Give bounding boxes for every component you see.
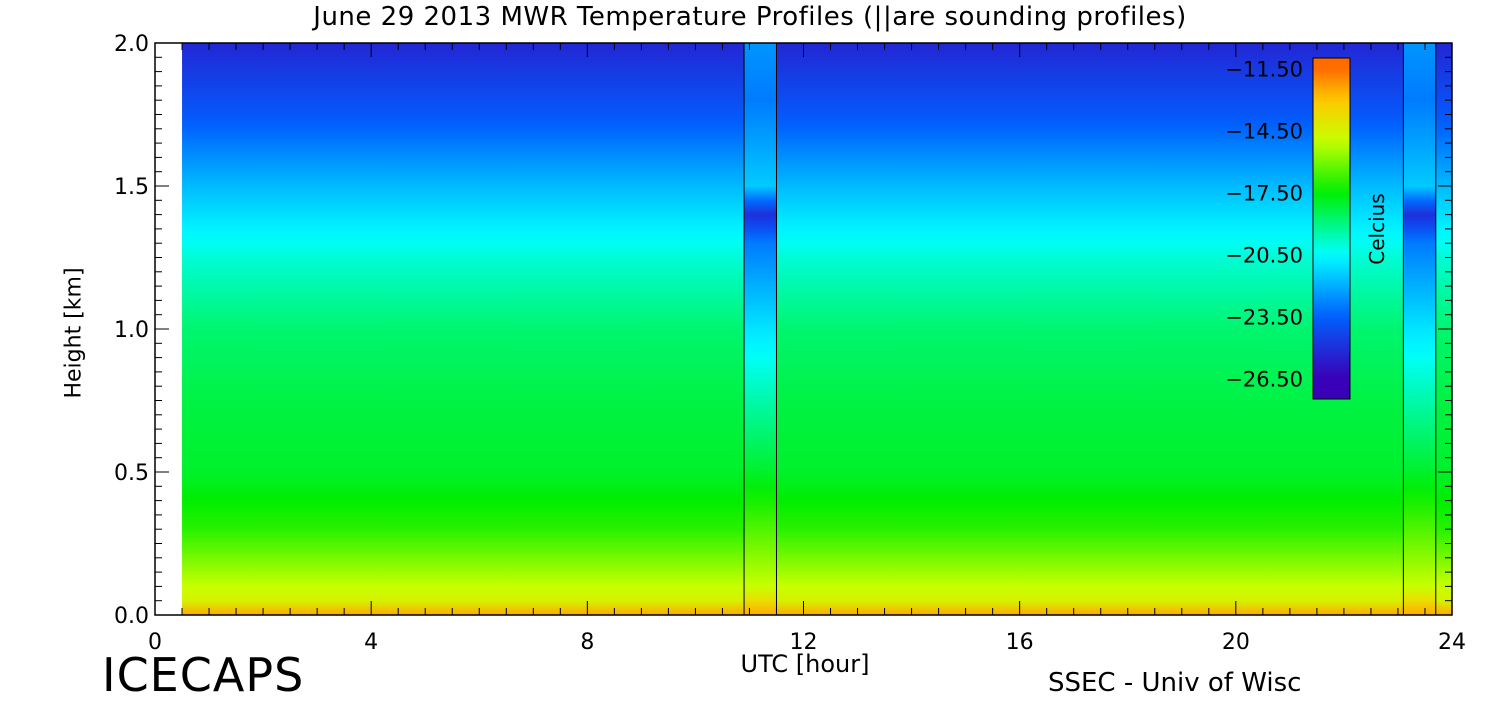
y-tick-label: 2.0	[114, 32, 149, 57]
x-tick-label: 20	[1222, 630, 1250, 655]
y-tick-label: 0.0	[114, 604, 149, 629]
chart-title: June 29 2013 MWR Temperature Profiles (|…	[313, 2, 1187, 32]
x-tick-label: 12	[790, 630, 818, 655]
x-tick-label: 4	[364, 630, 378, 655]
icecaps-logo: ICECAPS	[102, 648, 305, 702]
colorbar-tick-label: −11.50	[1225, 57, 1303, 81]
y-tick-label: 1.0	[114, 318, 149, 343]
axis-ticks	[154, 42, 1453, 616]
x-tick-label: 0	[148, 630, 162, 655]
colorbar-bar	[1312, 57, 1351, 400]
sounding-profile-band	[743, 42, 777, 616]
sounding-profile-band	[1402, 42, 1437, 616]
colorbar-tick-label: −20.50	[1225, 243, 1303, 267]
credit-text: SSEC - Univ of Wisc	[1048, 668, 1302, 698]
y-tick-label: 0.5	[114, 461, 149, 486]
sounding-profiles	[743, 42, 1437, 616]
x-tick-label: 8	[580, 630, 594, 655]
colorbar-tick-label: −23.50	[1225, 305, 1303, 329]
axis-tick-labels: 0 4 8 12 16 20 24 0.0 0.5 1.0 1.5 2.0	[114, 32, 1466, 655]
x-axis-label: UTC [hour]	[740, 650, 870, 678]
colorbar-label: Celcius	[1365, 193, 1389, 265]
colorbar-tick-label: −26.50	[1225, 367, 1303, 391]
x-tick-label: 16	[1006, 630, 1034, 655]
colorbar: −11.50 −14.50 −17.50 −20.50 −23.50 −26.50	[1225, 57, 1351, 400]
temperature-heatmap	[155, 43, 1452, 615]
colorbar-tick-label: −17.50	[1225, 181, 1303, 205]
y-tick-label: 1.5	[114, 175, 149, 200]
y-axis-label: Height [km]	[61, 267, 87, 399]
heatmap-field	[182, 43, 1452, 615]
colorbar-tick-label: −14.50	[1225, 119, 1303, 143]
x-tick-label: 24	[1438, 630, 1466, 655]
